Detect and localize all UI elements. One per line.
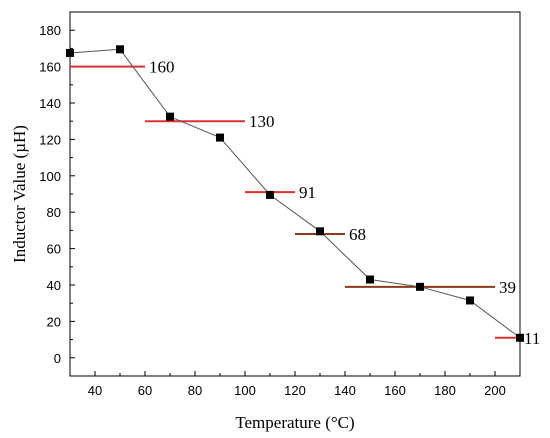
data-point — [166, 112, 174, 121]
y-tick-label: 60 — [47, 242, 61, 257]
x-axis: 40 60 80 100 120 140 160 180 200 — [88, 371, 521, 398]
y-tick-label: 140 — [39, 96, 61, 111]
band-label: 160 — [149, 58, 175, 77]
data-point — [416, 282, 424, 291]
y-tick-label: 20 — [47, 314, 61, 329]
y-axis-title: Inductor Value (µH) — [10, 125, 29, 263]
y-tick-label: 0 — [54, 351, 61, 366]
y-tick-label: 80 — [47, 205, 61, 220]
band-label: 91 — [299, 183, 316, 202]
data-point — [516, 333, 524, 342]
data-point — [266, 190, 274, 199]
x-tick-label: 160 — [384, 383, 406, 398]
x-axis-title: Temperature (°C) — [235, 413, 354, 432]
series-line — [69, 48, 521, 339]
band-label: 11 — [524, 329, 540, 348]
y-tick-label: 100 — [39, 169, 61, 184]
data-point — [466, 296, 474, 305]
band-label: 39 — [499, 278, 516, 297]
data-point — [366, 275, 374, 284]
x-tick-label: 40 — [88, 383, 102, 398]
x-tick-label: 60 — [138, 383, 152, 398]
band-label: 68 — [349, 225, 366, 244]
y-tick-label: 120 — [39, 132, 61, 147]
band-label: 130 — [249, 112, 275, 131]
y-axis: 0 20 40 60 80 100 120 140 160 180 — [39, 23, 75, 377]
y-tick-label: 180 — [39, 23, 61, 38]
x-tick-label: 100 — [234, 383, 256, 398]
bands: 160 130 91 68 39 11 — [70, 58, 540, 348]
x-tick-label: 180 — [434, 383, 456, 398]
y-tick-label: 40 — [47, 278, 61, 293]
y-tick-label: 160 — [39, 60, 61, 75]
data-point — [316, 227, 324, 236]
series — [66, 45, 524, 342]
x-tick-label: 200 — [484, 383, 506, 398]
data-point — [66, 48, 74, 57]
x-tick-label: 80 — [188, 383, 202, 398]
x-tick-label: 120 — [284, 383, 306, 398]
data-point — [216, 133, 224, 142]
data-point — [116, 45, 124, 54]
x-tick-label: 140 — [334, 383, 356, 398]
